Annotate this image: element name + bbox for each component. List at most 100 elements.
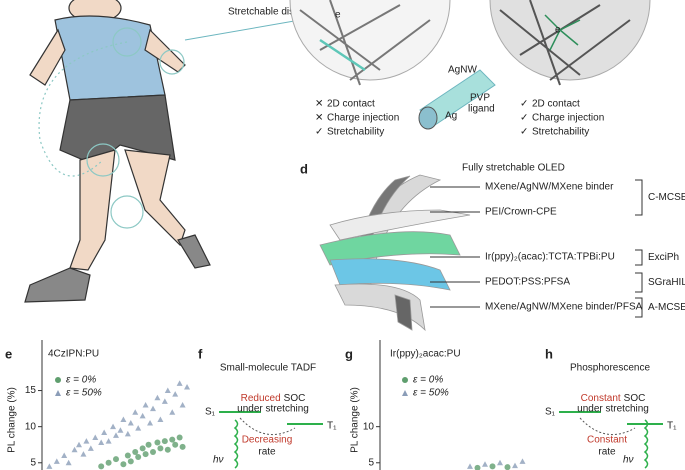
layer-label: PEI/Crown-CPE (485, 207, 557, 218)
data-point (76, 441, 82, 448)
data-point (110, 423, 117, 430)
data-point (101, 429, 108, 435)
data-point (61, 452, 68, 459)
data-point (145, 441, 152, 448)
chart-title: 4CzIPN:PU (48, 349, 99, 360)
oled-stack (319, 174, 471, 332)
panel-title: Fully stretchable OLED (462, 163, 565, 174)
data-point (80, 451, 87, 457)
data-point (164, 446, 171, 453)
ag-label: Ag (445, 111, 457, 122)
rate-change: Constant (587, 435, 627, 446)
data-point (172, 391, 179, 397)
panel-title: Phosphorescence (570, 363, 650, 374)
data-point (504, 464, 511, 470)
list-mark: ✕ (315, 99, 323, 110)
data-point (98, 439, 105, 446)
data-point (135, 454, 142, 460)
isc-arrow (239, 417, 296, 435)
data-point (124, 430, 131, 437)
nanowire-views (289, 0, 651, 130)
callout-label: Stretchable display (228, 7, 313, 18)
panel-letter: f (198, 346, 203, 361)
sensor-rings (38, 27, 185, 229)
data-point (161, 398, 168, 404)
data-point (147, 420, 154, 426)
data-point (132, 409, 139, 415)
legend-label: ε = 0% (413, 375, 443, 386)
data-point (83, 438, 90, 444)
data-point (176, 434, 183, 441)
rate-change: Decreasing (242, 435, 293, 446)
hv-label: hν (623, 455, 634, 466)
soc-word: SOC (284, 393, 306, 404)
data-point (467, 463, 473, 469)
group-label: C-MCSE (648, 192, 685, 203)
data-point (120, 416, 127, 422)
legend-marker (55, 390, 61, 396)
data-point (53, 458, 60, 464)
data-point (154, 394, 161, 401)
charts: e 4CzIPN:PU PL change (%) 5 10 15 ε = 0% ε = 50… (5, 340, 526, 470)
bracket (635, 249, 643, 266)
data-point (135, 425, 142, 431)
panel-letter: g (345, 346, 353, 361)
layer-labels: MXene/AgNW/MXene binder PEI/Crown-CPE Ir(p… (430, 179, 685, 318)
isc-arrow (579, 417, 636, 435)
list-item: Charge injection (532, 113, 604, 124)
data-point (46, 463, 53, 469)
runner-illustration (24, 0, 211, 303)
soc-word: SOC (624, 393, 646, 404)
legend-label: ε = 0% (66, 375, 96, 386)
legend-label: ε = 50% (413, 388, 449, 399)
data-point (474, 464, 481, 470)
data-point (179, 443, 186, 450)
bracket (635, 179, 643, 216)
legend-label: ε = 50% (66, 388, 102, 399)
data-point (169, 409, 176, 415)
soc-label: Constant SOC (581, 393, 646, 404)
legend-marker (402, 377, 408, 383)
soc-change: Constant (581, 393, 621, 404)
data-point (92, 434, 99, 440)
legend-marker (55, 377, 61, 383)
data-point (154, 439, 161, 446)
data-point (124, 452, 131, 459)
data-point (113, 456, 119, 463)
electron-label: e (335, 10, 341, 21)
data-point (512, 462, 518, 469)
list-mark: ✓ (520, 113, 528, 124)
data-point (172, 441, 179, 448)
pvp-label: PVP (470, 93, 490, 104)
panel-letter: d (300, 161, 308, 176)
layer-label: MXene/AgNW/MXene binder (485, 182, 614, 193)
data-point (157, 416, 164, 422)
data-point (164, 387, 171, 394)
y-axis-label: PL change (%) (350, 387, 361, 453)
data-point (142, 451, 149, 458)
list-mark: ✓ (520, 99, 528, 110)
data-point (105, 459, 112, 466)
bracket (635, 297, 643, 318)
property-lists: ✕ 2D contact ✕ Charge injection ✓ Stretchabil… (315, 99, 604, 138)
list-item: 2D contact (327, 99, 375, 110)
list-mark: ✓ (520, 127, 528, 138)
state-label: S₁ (545, 407, 556, 418)
data-point (139, 412, 146, 419)
group-label: SGraHIL (648, 277, 685, 288)
y-tick-label: 5 (30, 457, 36, 468)
data-point (71, 446, 78, 453)
state-label: S₁ (205, 407, 216, 418)
callout-line (184, 19, 301, 41)
rate-label: rate (598, 447, 616, 458)
layer-label: PEDOT:PSS:PFSA (485, 277, 570, 288)
state-label: T₁ (667, 421, 677, 432)
data-point (161, 438, 168, 445)
data-point (120, 461, 127, 468)
list-item: Stretchability (532, 127, 589, 138)
soc-note: under stretching (237, 404, 309, 415)
bracket (635, 272, 643, 293)
state-label: T₁ (327, 421, 337, 432)
